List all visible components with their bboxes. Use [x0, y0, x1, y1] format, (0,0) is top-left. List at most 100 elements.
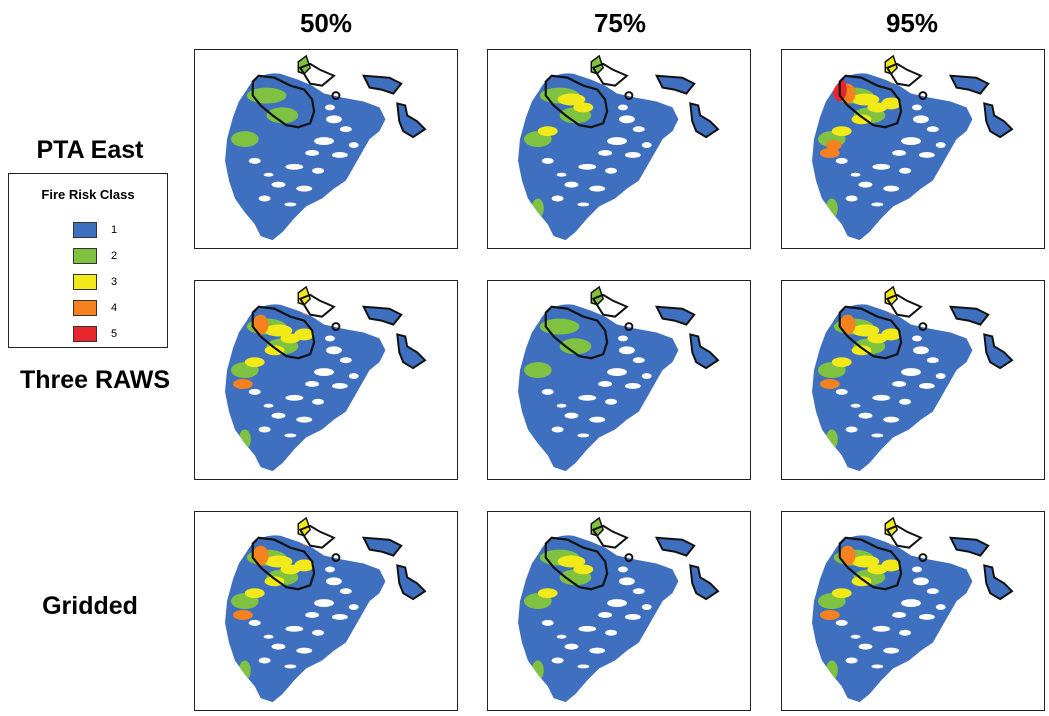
- terrain-gap: [305, 380, 320, 387]
- terrain-gap: [577, 664, 590, 669]
- terrain-gap: [872, 394, 891, 401]
- terrain-gap: [314, 137, 334, 146]
- terrain-gap: [632, 357, 645, 364]
- risk-zone: [881, 97, 902, 110]
- terrain-gap: [618, 566, 628, 573]
- terrain-gap: [618, 335, 628, 342]
- terrain-gap: [858, 412, 873, 419]
- unit-marker: [918, 553, 928, 562]
- east-arm: [361, 536, 403, 557]
- map-svg: [812, 516, 1014, 703]
- legend-swatch: [73, 300, 97, 316]
- legend-label: 5: [111, 328, 118, 340]
- terrain-gap: [577, 202, 590, 207]
- terrain-gap: [899, 398, 912, 405]
- risk-zone: [851, 576, 872, 587]
- terrain-gap: [325, 566, 335, 573]
- terrain-gap: [872, 625, 891, 632]
- terrain-gap: [912, 104, 922, 111]
- terrain-gap: [619, 115, 635, 124]
- terrain-gap: [248, 157, 261, 164]
- risk-zone: [230, 131, 259, 148]
- terrain-gap: [871, 433, 884, 438]
- unit-marker: [331, 91, 341, 100]
- terrain-gap: [632, 588, 645, 595]
- terrain-gap: [899, 629, 912, 636]
- terrain-gap: [892, 149, 907, 156]
- risk-zone: [559, 338, 592, 355]
- risk-zone: [557, 93, 586, 106]
- unit-boundary: [885, 62, 923, 87]
- risk-zone: [238, 660, 251, 681]
- terrain-gap: [607, 368, 627, 377]
- terrain-gap: [598, 149, 613, 156]
- terrain-gap: [883, 647, 900, 654]
- unit-boundary: [591, 62, 629, 87]
- unit-boundary: [591, 293, 629, 318]
- map-svg: [225, 516, 427, 703]
- terrain-gap: [258, 657, 271, 664]
- legend-item-class-4: 4: [73, 298, 117, 318]
- unit-boundary: [298, 524, 336, 549]
- risk-zone: [819, 148, 840, 158]
- risk-zone: [831, 357, 852, 368]
- unit-boundary: [544, 74, 609, 129]
- risk-zone: [573, 102, 594, 113]
- terrain-gap: [926, 357, 939, 364]
- terrain-gap: [271, 181, 286, 188]
- terrain-gap: [348, 373, 359, 380]
- terrain-gap: [284, 433, 297, 438]
- terrain-gap: [858, 181, 873, 188]
- legend-label: 4: [111, 302, 118, 314]
- east-arm: [983, 333, 1014, 370]
- risk-zone: [839, 545, 856, 566]
- risk-zone: [531, 198, 544, 219]
- column-header-75: 75%: [593, 8, 647, 38]
- terrain-gap: [589, 416, 606, 423]
- terrain-gap: [641, 604, 652, 611]
- terrain-gap: [325, 104, 335, 111]
- legend-item-class-1: 1: [73, 220, 117, 240]
- terrain-gap: [892, 380, 907, 387]
- east-arm: [654, 305, 696, 326]
- legend-swatch: [73, 274, 97, 290]
- terrain-gap: [624, 613, 641, 620]
- terrain-gap: [296, 647, 313, 654]
- terrain-gap: [912, 566, 922, 573]
- risk-zone: [831, 126, 852, 137]
- risk-zone: [523, 362, 552, 379]
- terrain-gap: [605, 629, 618, 636]
- column-header-95: 95%: [885, 8, 939, 38]
- risk-zone: [573, 564, 594, 575]
- terrain-gap: [589, 647, 606, 654]
- risk-zone: [825, 429, 838, 450]
- risk-zone: [266, 107, 299, 124]
- terrain-gap: [296, 416, 313, 423]
- terrain-gap: [935, 373, 946, 380]
- map-svg: [812, 285, 1014, 472]
- east-arm: [654, 74, 696, 95]
- terrain-gap: [285, 163, 304, 170]
- risk-zone: [881, 559, 902, 572]
- map-svg: [518, 54, 720, 241]
- risk-zone: [819, 379, 840, 389]
- terrain-gap: [835, 157, 848, 164]
- terrain-gap: [331, 151, 348, 158]
- risk-zone: [881, 328, 902, 341]
- terrain-gap: [263, 634, 274, 639]
- unit-marker: [624, 322, 634, 331]
- terrain-gap: [935, 604, 946, 611]
- row-label-three-raws: Three RAWS: [19, 366, 171, 394]
- east-arm: [983, 564, 1014, 601]
- east-arm: [948, 305, 990, 326]
- risk-zone: [232, 610, 253, 620]
- terrain-gap: [913, 346, 929, 355]
- terrain-gap: [285, 394, 304, 401]
- map-svg: [518, 516, 720, 703]
- risk-zone: [851, 114, 872, 125]
- terrain-gap: [883, 185, 900, 192]
- terrain-gap: [556, 634, 567, 639]
- map-panel-three-raws-95: [781, 280, 1045, 480]
- terrain-gap: [263, 403, 274, 408]
- terrain-gap: [618, 104, 628, 111]
